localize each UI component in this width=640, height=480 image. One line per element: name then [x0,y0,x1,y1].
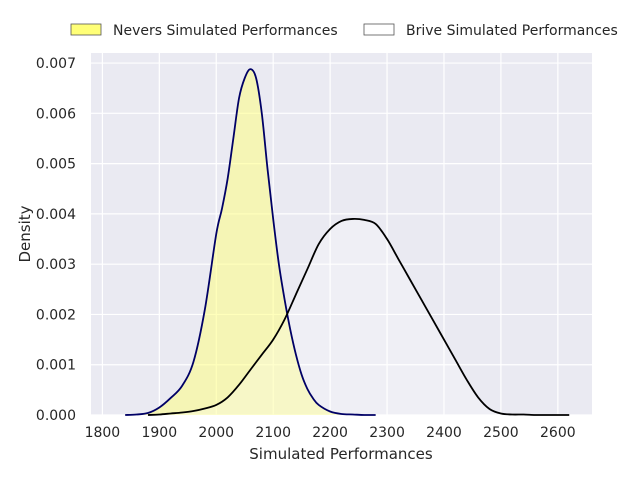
legend: Nevers Simulated Performances Brive Simu… [70,23,618,39]
x-axis-label: Simulated Performances [249,445,433,463]
legend-swatch-brive [363,23,395,36]
y-tick-label: 0.001 [36,358,76,374]
series-line-brive [147,217,570,416]
x-tick-label: 2100 [255,425,291,441]
x-tick-label: 2300 [369,425,405,441]
series-line-nevers [125,68,376,416]
y-axis-label: Density [16,205,34,262]
series-area-nevers [125,69,376,415]
series-area-brive [147,218,570,415]
x-axis-ticks: 1800 1900 2000 2100 2200 2300 2400 2500 2600 [85,425,576,441]
x-tick-label: 2500 [483,425,519,441]
y-axis-ticks: 0.000 0.001 0.002 0.003 0.004 0.005 0.006 0.007 [36,56,76,424]
series-layer [125,68,570,416]
y-tick-label: 0.006 [36,106,76,122]
y-tick-label: 0.002 [36,307,76,323]
x-tick-label: 1900 [141,425,177,441]
x-tick-label: 2000 [198,425,234,441]
y-tick-label: 0.004 [36,207,76,223]
x-tick-label: 2600 [540,425,576,441]
legend-label-nevers: Nevers Simulated Performances [113,23,338,39]
y-tick-label: 0.007 [36,56,76,72]
x-tick-label: 2400 [426,425,462,441]
legend-label-brive: Brive Simulated Performances [406,23,618,39]
y-tick-label: 0.005 [36,157,76,173]
x-tick-label: 1800 [85,425,121,441]
x-tick-label: 2200 [312,425,348,441]
y-tick-label: 0.000 [36,408,76,424]
legend-swatch-nevers [70,23,102,36]
y-tick-label: 0.003 [36,257,76,273]
